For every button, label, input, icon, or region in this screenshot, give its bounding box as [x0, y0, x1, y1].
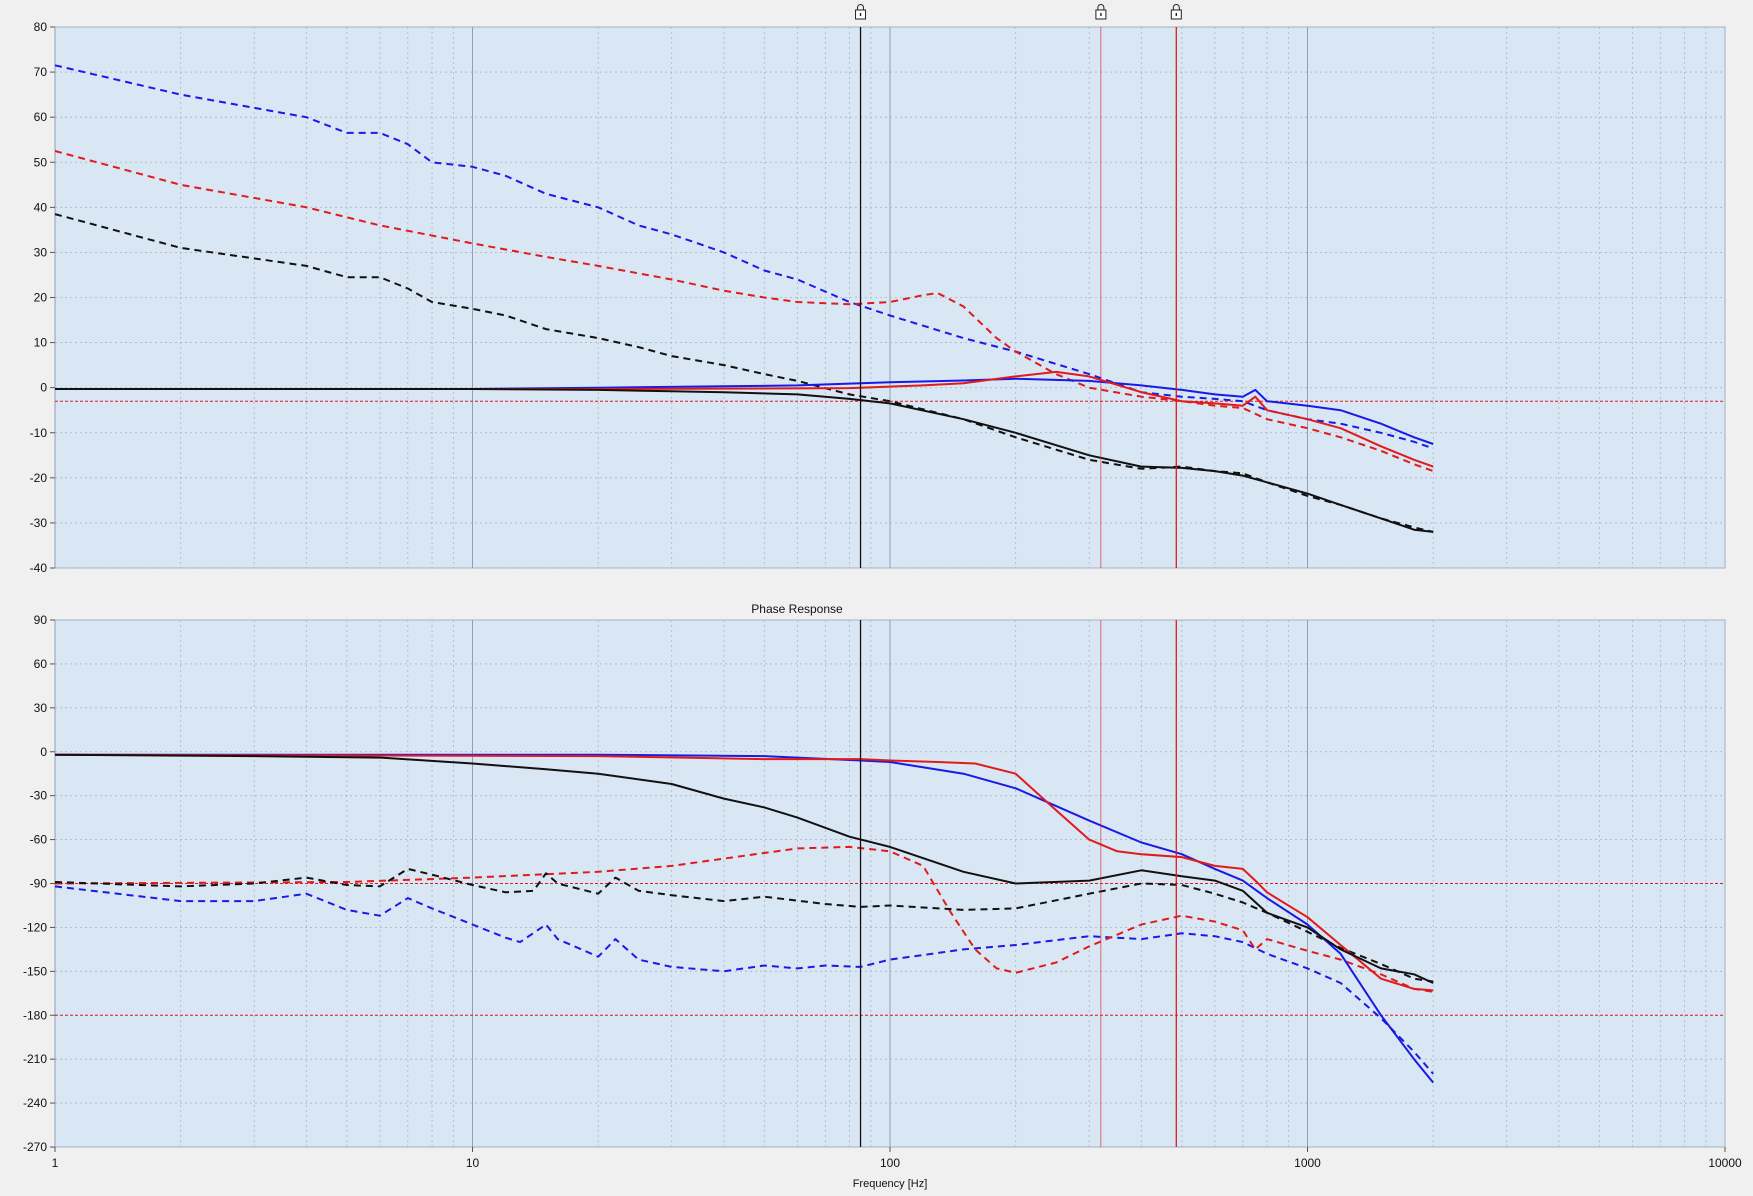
series-line[interactable] [54, 845, 1434, 993]
y-tick-label: 0 [40, 745, 47, 759]
y-tick-label: -120 [23, 920, 47, 934]
y-tick-label: -150 [23, 964, 47, 978]
x-tick-label: 1 [52, 1156, 59, 1170]
y-tick-label: 30 [34, 701, 48, 715]
y-tick-label: -20 [30, 471, 48, 485]
x-tick-label: 10 [466, 1156, 480, 1170]
series-line[interactable] [54, 753, 1434, 992]
y-tick-label: 50 [34, 155, 48, 169]
y-tick-label: 80 [34, 20, 48, 34]
y-tick-label: 70 [34, 65, 48, 79]
y-tick-label: 20 [34, 291, 48, 305]
phase-x-ticks: 1 10 100 1000 10000 [52, 1147, 1742, 1170]
y-tick-label: 90 [34, 613, 48, 627]
lock-icon[interactable] [1095, 4, 1107, 20]
x-tick-label: 10000 [1708, 1156, 1742, 1170]
phase-chart-title: Phase Response [751, 602, 843, 616]
y-tick-label: 60 [34, 110, 48, 124]
marker-locks [855, 4, 1182, 20]
y-tick-label: -40 [30, 561, 48, 575]
y-tick-label: -180 [23, 1008, 47, 1022]
x-axis-label: Frequency [Hz] [853, 1178, 928, 1190]
y-tick-label: -240 [23, 1096, 47, 1110]
y-tick-label: -210 [23, 1052, 47, 1066]
lock-icon[interactable] [1170, 4, 1182, 20]
y-tick-label: 60 [34, 657, 48, 671]
y-tick-label: 40 [34, 200, 48, 214]
series-line[interactable] [54, 753, 1434, 984]
y-tick-label: -10 [30, 426, 48, 440]
series-line[interactable] [54, 213, 1434, 533]
series-line[interactable] [54, 64, 1434, 450]
phase-series [54, 753, 1434, 1084]
magnitude-series [54, 64, 1434, 533]
y-tick-label: 0 [40, 381, 47, 395]
y-tick-label: -30 [30, 789, 48, 803]
phase-ref-lines [55, 883, 1725, 1016]
y-tick-label: -90 [30, 877, 48, 891]
frequency-markers [859, 27, 1177, 1147]
y-tick-label: -60 [30, 833, 48, 847]
series-line[interactable] [55, 388, 1434, 533]
x-tick-label: 1000 [1294, 1156, 1321, 1170]
series-line[interactable] [55, 370, 1434, 468]
y-tick-label: -30 [30, 516, 48, 530]
magnitude-y-ticks: 80 70 60 50 40 30 20 10 0 -10 -20 -30 -40 [30, 20, 55, 575]
magnitude-panel: 80 70 60 50 40 30 20 10 0 -10 -20 -30 -40 [30, 20, 1726, 575]
lock-icon[interactable] [855, 4, 867, 20]
phase-panel: 90 60 30 0 -30 -60 -90 -120 -150 -180 -210 -240 -270… [23, 613, 1742, 1170]
series-line[interactable] [54, 867, 1434, 983]
phase-y-ticks: 90 60 30 0 -30 -60 -90 -120 -150 -180 -210 -240 -270 [23, 613, 55, 1154]
y-tick-label: 30 [34, 245, 48, 259]
series-line[interactable] [54, 150, 1434, 473]
x-tick-label: 100 [880, 1156, 900, 1170]
y-tick-label: 10 [34, 336, 48, 350]
y-tick-label: -270 [23, 1140, 47, 1154]
series-line[interactable] [55, 377, 1434, 445]
